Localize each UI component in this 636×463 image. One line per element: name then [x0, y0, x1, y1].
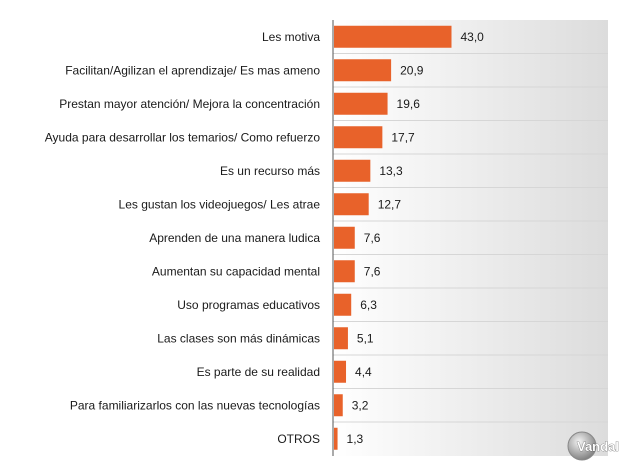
bar [334, 193, 369, 216]
category-label: Aumentan su capacidad mental [152, 264, 320, 278]
value-label: 43,0 [461, 30, 485, 44]
category-label: Las clases son más dinámicas [157, 331, 320, 345]
category-label: Les gustan los videojuegos/ Les atrae [119, 197, 321, 211]
value-label: 6,3 [360, 298, 377, 312]
bar [334, 92, 388, 115]
bar [334, 25, 452, 48]
bar [334, 226, 355, 249]
value-label: 12,7 [378, 197, 402, 211]
vandal-logo-icon [567, 431, 597, 461]
category-label: Es parte de su realidad [197, 365, 320, 379]
value-label: 7,6 [364, 231, 381, 245]
category-label: Es un recurso más [220, 164, 320, 178]
category-label: Para familiarizarlos con las nuevas tecn… [70, 398, 320, 412]
bar [334, 59, 392, 82]
watermark: Vandal [567, 431, 619, 461]
value-label: 17,7 [391, 130, 415, 144]
value-label: 1,3 [347, 432, 364, 446]
value-label: 19,6 [397, 97, 421, 111]
plot-background [333, 20, 608, 456]
value-label: 3,2 [352, 398, 369, 412]
category-label: Uso programas educativos [177, 298, 320, 312]
bar [334, 293, 352, 316]
watermark-text: Vandal [577, 439, 619, 454]
value-label: 13,3 [379, 164, 403, 178]
category-label: Facilitan/Agilizan el aprendizaje/ Es ma… [65, 63, 320, 77]
bar [334, 126, 383, 149]
bar [334, 159, 371, 182]
bar [334, 327, 348, 350]
bar [334, 394, 343, 417]
value-label: 7,6 [364, 264, 381, 278]
value-label: 5,1 [357, 331, 374, 345]
category-label: Aprenden de una manera ludica [149, 231, 320, 245]
bar [334, 360, 347, 383]
category-label: OTROS [277, 432, 320, 446]
bar [334, 427, 338, 450]
category-label: Prestan mayor atención/ Mejora la concen… [59, 97, 320, 111]
category-label: Ayuda para desarrollar los temarios/ Com… [45, 130, 321, 144]
value-label: 20,9 [400, 63, 424, 77]
value-label: 4,4 [355, 365, 372, 379]
bar [334, 260, 355, 283]
category-label: Les motiva [262, 30, 320, 44]
